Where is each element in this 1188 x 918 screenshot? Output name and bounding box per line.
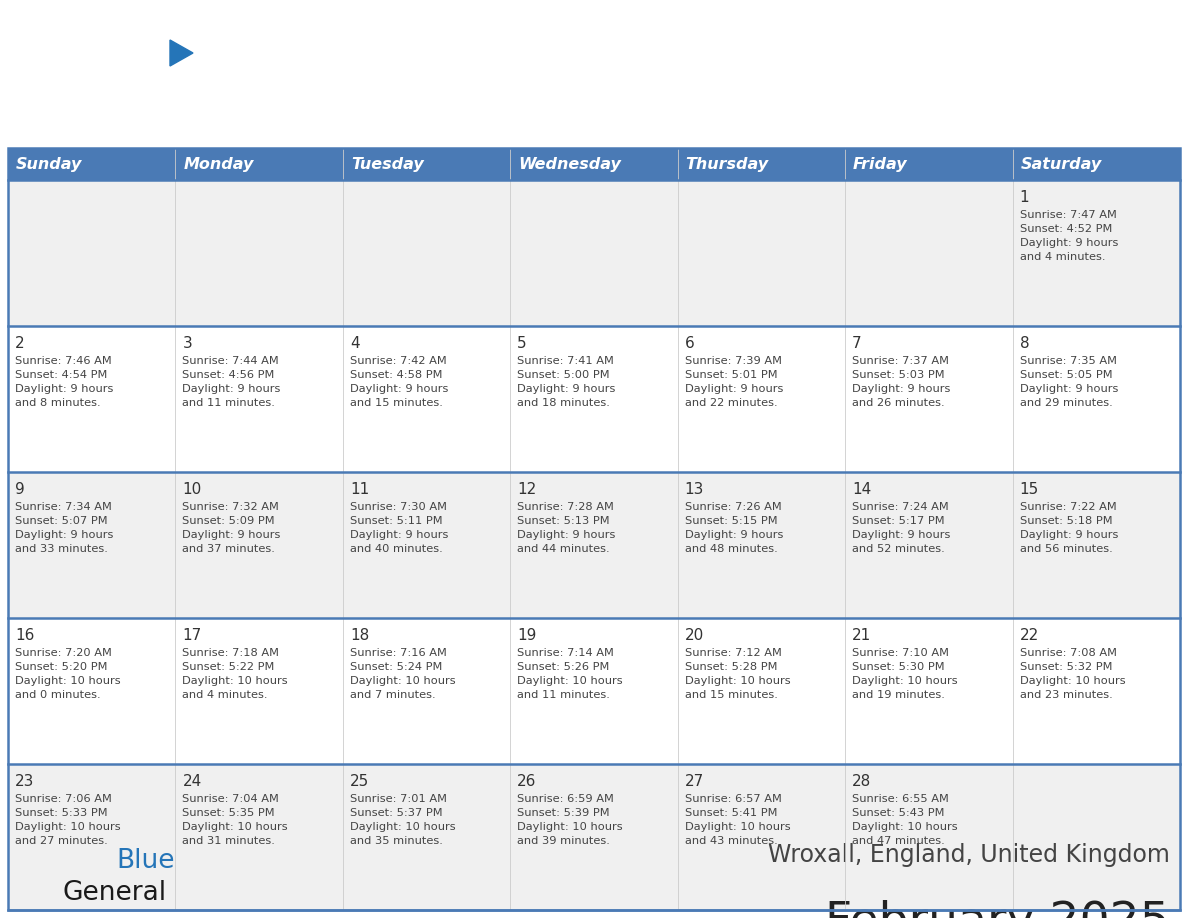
Text: Monday: Monday — [183, 156, 254, 172]
Text: 9: 9 — [15, 482, 25, 497]
Text: 15: 15 — [1019, 482, 1038, 497]
Bar — [8, 618, 1180, 764]
Text: Wroxall, England, United Kingdom: Wroxall, England, United Kingdom — [769, 843, 1170, 867]
Text: Sunrise: 6:55 AM
Sunset: 5:43 PM
Daylight: 10 hours
and 47 minutes.: Sunrise: 6:55 AM Sunset: 5:43 PM Dayligh… — [852, 794, 958, 846]
Text: General: General — [62, 880, 166, 906]
Text: Sunrise: 7:41 AM
Sunset: 5:00 PM
Daylight: 9 hours
and 18 minutes.: Sunrise: 7:41 AM Sunset: 5:00 PM Dayligh… — [517, 356, 615, 408]
Text: 24: 24 — [183, 774, 202, 789]
Text: Sunrise: 7:39 AM
Sunset: 5:01 PM
Daylight: 9 hours
and 22 minutes.: Sunrise: 7:39 AM Sunset: 5:01 PM Dayligh… — [684, 356, 783, 408]
Text: Sunrise: 7:47 AM
Sunset: 4:52 PM
Daylight: 9 hours
and 4 minutes.: Sunrise: 7:47 AM Sunset: 4:52 PM Dayligh… — [1019, 210, 1118, 262]
Text: 26: 26 — [517, 774, 537, 789]
Text: 20: 20 — [684, 628, 704, 643]
Text: Sunrise: 7:30 AM
Sunset: 5:11 PM
Daylight: 9 hours
and 40 minutes.: Sunrise: 7:30 AM Sunset: 5:11 PM Dayligh… — [349, 502, 448, 554]
Text: 28: 28 — [852, 774, 871, 789]
Text: Sunrise: 7:08 AM
Sunset: 5:32 PM
Daylight: 10 hours
and 23 minutes.: Sunrise: 7:08 AM Sunset: 5:32 PM Dayligh… — [1019, 648, 1125, 700]
Text: 22: 22 — [1019, 628, 1038, 643]
Text: Thursday: Thursday — [685, 156, 769, 172]
Text: Friday: Friday — [853, 156, 908, 172]
Text: Sunrise: 7:37 AM
Sunset: 5:03 PM
Daylight: 9 hours
and 26 minutes.: Sunrise: 7:37 AM Sunset: 5:03 PM Dayligh… — [852, 356, 950, 408]
Text: Blue: Blue — [116, 848, 175, 874]
Text: 13: 13 — [684, 482, 704, 497]
Text: Sunrise: 7:01 AM
Sunset: 5:37 PM
Daylight: 10 hours
and 35 minutes.: Sunrise: 7:01 AM Sunset: 5:37 PM Dayligh… — [349, 794, 455, 846]
Text: 1: 1 — [1019, 190, 1029, 205]
Text: 4: 4 — [349, 336, 360, 351]
Text: 2: 2 — [15, 336, 25, 351]
Text: Sunrise: 7:24 AM
Sunset: 5:17 PM
Daylight: 9 hours
and 52 minutes.: Sunrise: 7:24 AM Sunset: 5:17 PM Dayligh… — [852, 502, 950, 554]
Text: Sunrise: 7:04 AM
Sunset: 5:35 PM
Daylight: 10 hours
and 31 minutes.: Sunrise: 7:04 AM Sunset: 5:35 PM Dayligh… — [183, 794, 287, 846]
Text: 7: 7 — [852, 336, 861, 351]
Text: 16: 16 — [15, 628, 34, 643]
Text: 21: 21 — [852, 628, 871, 643]
Text: Sunrise: 7:12 AM
Sunset: 5:28 PM
Daylight: 10 hours
and 15 minutes.: Sunrise: 7:12 AM Sunset: 5:28 PM Dayligh… — [684, 648, 790, 700]
Text: Sunrise: 7:46 AM
Sunset: 4:54 PM
Daylight: 9 hours
and 8 minutes.: Sunrise: 7:46 AM Sunset: 4:54 PM Dayligh… — [15, 356, 113, 408]
Text: February 2025: February 2025 — [826, 900, 1170, 918]
Text: Sunrise: 7:26 AM
Sunset: 5:15 PM
Daylight: 9 hours
and 48 minutes.: Sunrise: 7:26 AM Sunset: 5:15 PM Dayligh… — [684, 502, 783, 554]
Text: Sunday: Sunday — [15, 156, 82, 172]
Polygon shape — [170, 40, 192, 66]
Text: Sunrise: 7:34 AM
Sunset: 5:07 PM
Daylight: 9 hours
and 33 minutes.: Sunrise: 7:34 AM Sunset: 5:07 PM Dayligh… — [15, 502, 113, 554]
Text: 17: 17 — [183, 628, 202, 643]
Bar — [8, 148, 1180, 910]
Text: Sunrise: 7:42 AM
Sunset: 4:58 PM
Daylight: 9 hours
and 15 minutes.: Sunrise: 7:42 AM Sunset: 4:58 PM Dayligh… — [349, 356, 448, 408]
Text: 27: 27 — [684, 774, 704, 789]
Text: Saturday: Saturday — [1020, 156, 1101, 172]
Text: 3: 3 — [183, 336, 192, 351]
Text: Sunrise: 6:57 AM
Sunset: 5:41 PM
Daylight: 10 hours
and 43 minutes.: Sunrise: 6:57 AM Sunset: 5:41 PM Dayligh… — [684, 794, 790, 846]
Text: 8: 8 — [1019, 336, 1029, 351]
Text: Sunrise: 7:32 AM
Sunset: 5:09 PM
Daylight: 9 hours
and 37 minutes.: Sunrise: 7:32 AM Sunset: 5:09 PM Dayligh… — [183, 502, 280, 554]
Text: 6: 6 — [684, 336, 695, 351]
Text: Sunrise: 7:44 AM
Sunset: 4:56 PM
Daylight: 9 hours
and 11 minutes.: Sunrise: 7:44 AM Sunset: 4:56 PM Dayligh… — [183, 356, 280, 408]
Text: 19: 19 — [517, 628, 537, 643]
Text: Sunrise: 6:59 AM
Sunset: 5:39 PM
Daylight: 10 hours
and 39 minutes.: Sunrise: 6:59 AM Sunset: 5:39 PM Dayligh… — [517, 794, 623, 846]
Text: Sunrise: 7:18 AM
Sunset: 5:22 PM
Daylight: 10 hours
and 4 minutes.: Sunrise: 7:18 AM Sunset: 5:22 PM Dayligh… — [183, 648, 287, 700]
Bar — [8, 180, 1180, 326]
Text: 25: 25 — [349, 774, 369, 789]
Bar — [8, 326, 1180, 472]
Text: 18: 18 — [349, 628, 369, 643]
Text: Sunrise: 7:28 AM
Sunset: 5:13 PM
Daylight: 9 hours
and 44 minutes.: Sunrise: 7:28 AM Sunset: 5:13 PM Dayligh… — [517, 502, 615, 554]
Text: Wednesday: Wednesday — [518, 156, 621, 172]
Text: Sunrise: 7:20 AM
Sunset: 5:20 PM
Daylight: 10 hours
and 0 minutes.: Sunrise: 7:20 AM Sunset: 5:20 PM Dayligh… — [15, 648, 121, 700]
Text: 12: 12 — [517, 482, 537, 497]
Text: Sunrise: 7:22 AM
Sunset: 5:18 PM
Daylight: 9 hours
and 56 minutes.: Sunrise: 7:22 AM Sunset: 5:18 PM Dayligh… — [1019, 502, 1118, 554]
Text: Sunrise: 7:10 AM
Sunset: 5:30 PM
Daylight: 10 hours
and 19 minutes.: Sunrise: 7:10 AM Sunset: 5:30 PM Dayligh… — [852, 648, 958, 700]
Text: 5: 5 — [517, 336, 527, 351]
Text: 14: 14 — [852, 482, 871, 497]
Text: 10: 10 — [183, 482, 202, 497]
Text: Sunrise: 7:06 AM
Sunset: 5:33 PM
Daylight: 10 hours
and 27 minutes.: Sunrise: 7:06 AM Sunset: 5:33 PM Dayligh… — [15, 794, 121, 846]
Text: Tuesday: Tuesday — [350, 156, 424, 172]
Bar — [8, 148, 1180, 180]
Text: Sunrise: 7:14 AM
Sunset: 5:26 PM
Daylight: 10 hours
and 11 minutes.: Sunrise: 7:14 AM Sunset: 5:26 PM Dayligh… — [517, 648, 623, 700]
Text: 23: 23 — [15, 774, 34, 789]
Bar — [8, 764, 1180, 910]
Text: Sunrise: 7:35 AM
Sunset: 5:05 PM
Daylight: 9 hours
and 29 minutes.: Sunrise: 7:35 AM Sunset: 5:05 PM Dayligh… — [1019, 356, 1118, 408]
Text: Sunrise: 7:16 AM
Sunset: 5:24 PM
Daylight: 10 hours
and 7 minutes.: Sunrise: 7:16 AM Sunset: 5:24 PM Dayligh… — [349, 648, 455, 700]
Bar — [8, 472, 1180, 618]
Text: 11: 11 — [349, 482, 369, 497]
